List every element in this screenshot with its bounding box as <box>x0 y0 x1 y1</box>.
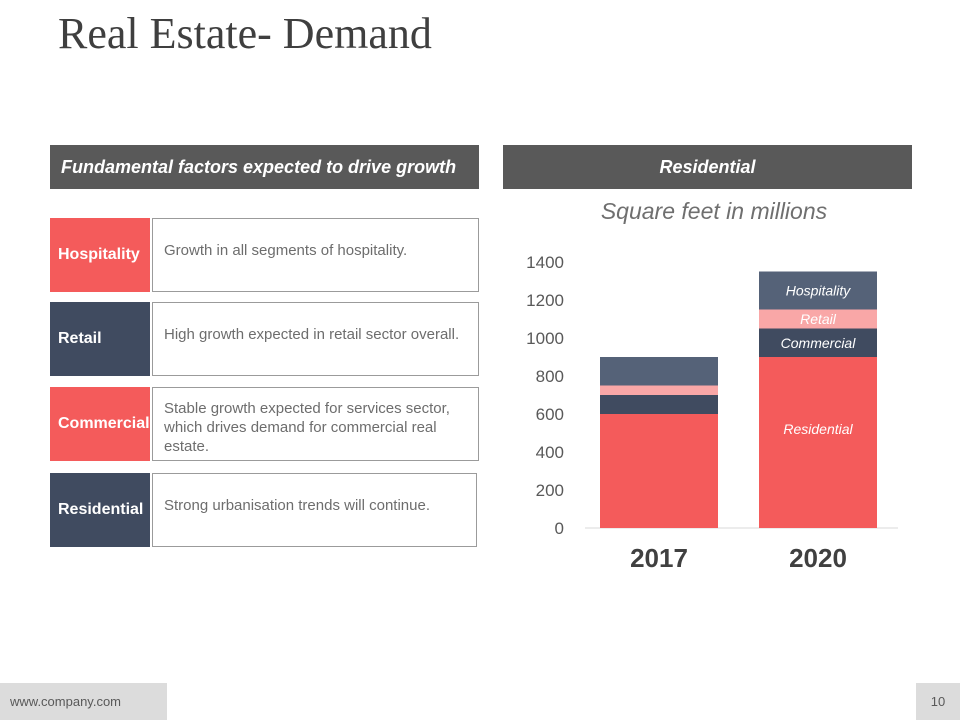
x-tick-label-2017: 2017 <box>630 543 688 573</box>
factor-label-commercial: Commercial <box>50 387 150 461</box>
bar-hospitality-2017 <box>600 357 718 386</box>
bar-retail-2017 <box>600 385 718 395</box>
x-tick-label-2020: 2020 <box>789 543 847 573</box>
factor-description-hospitality: Growth in all segments of hospitality. <box>152 218 479 292</box>
data-label-hospitality-2020: Hospitality <box>786 283 852 299</box>
bar-hospitality-2020 <box>759 271 877 310</box>
data-label-commercial-2020: Commercial <box>781 335 857 351</box>
chart-panel-header: Residential <box>503 145 912 189</box>
factor-description-residential: Strong urbanisation trends will continue… <box>152 473 477 547</box>
y-tick-label-800: 800 <box>536 367 564 386</box>
y-tick-label-0: 0 <box>555 519 564 538</box>
footer-url[interactable]: www.company.com <box>0 683 167 720</box>
y-tick-label-1400: 1400 <box>526 253 564 272</box>
data-label-retail-2020: Retail <box>800 311 837 327</box>
y-tick-label-400: 400 <box>536 443 564 462</box>
bar-residential-2020 <box>759 357 877 528</box>
factor-description-commercial: Stable growth expected for services sect… <box>152 387 479 461</box>
factor-label-residential: Residential <box>50 473 150 547</box>
page-number: 10 <box>916 683 960 720</box>
y-tick-label-1200: 1200 <box>526 291 564 310</box>
y-tick-label-600: 600 <box>536 405 564 424</box>
stacked-bar-chart: 0 200 400 600 800 1000 1200 1400 2017 2020 Hospita… <box>526 253 898 573</box>
bar-residential-2017 <box>600 414 718 528</box>
y-tick-label-200: 200 <box>536 481 564 500</box>
slide-title: Real Estate- Demand <box>58 9 432 58</box>
bar-commercial-2020 <box>759 328 877 357</box>
factor-label-retail: Retail <box>50 302 150 376</box>
factor-description-retail: High growth expected in retail sector ov… <box>152 302 479 376</box>
chart-title: Square feet in millions <box>600 198 828 224</box>
y-tick-label-1000: 1000 <box>526 329 564 348</box>
bar-retail-2020 <box>759 309 877 329</box>
bar-commercial-2017 <box>600 395 718 414</box>
data-label-residential-2020: Residential <box>783 421 853 437</box>
factor-label-hospitality: Hospitality <box>50 218 150 292</box>
factors-header: Fundamental factors expected to drive gr… <box>50 145 479 189</box>
